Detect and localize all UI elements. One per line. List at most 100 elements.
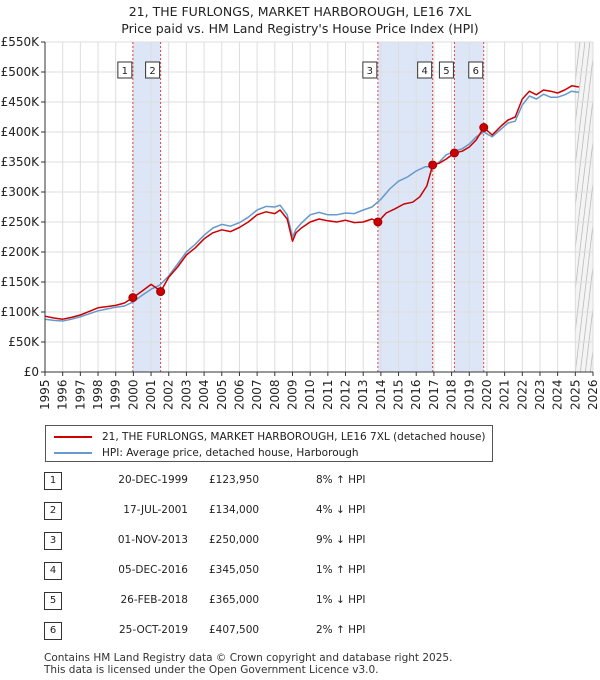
hatch-line: [584, 304, 593, 372]
sale-price: £365,000: [209, 594, 260, 606]
x-tick-label: 2008: [268, 379, 282, 410]
hatch-line: [575, 42, 586, 126]
sale-hpi-diff: 1% ↑ HPI: [316, 564, 366, 576]
sale-point: [373, 217, 383, 227]
price-chart: 1 2 3 4 5 6 £0 £50K £100K £150K £200K £250K £300K £3…: [1, 35, 600, 410]
sale-point: [156, 287, 166, 297]
x-tick-label: 2014: [374, 379, 388, 410]
x-tick-label: 2025: [568, 379, 582, 410]
y-tick-label: £300K: [1, 185, 41, 199]
sale-price: £123,950: [209, 474, 260, 486]
sale-number: 5: [44, 592, 62, 610]
sale-marker-box: [117, 61, 133, 79]
sale-row: 6 25-OCT-2019 £407,500 2% ↑ HPI: [44, 622, 564, 642]
grid-lines: [44, 41, 594, 373]
series-lines: [44, 85, 580, 322]
hatch-line: [575, 42, 591, 168]
x-tick-label: 1995: [38, 379, 52, 410]
y-tick-label: £200K: [1, 245, 41, 259]
hatch-line: [575, 221, 593, 372]
x-tick-label: 2017: [427, 379, 441, 410]
sale-marker-boxes: 1 2 3 4 5 6: [117, 61, 484, 79]
shaded-range: [132, 42, 161, 372]
sale-number: 2: [44, 502, 62, 520]
x-tick-label: 2004: [197, 379, 211, 410]
sale-number: 1: [44, 472, 62, 490]
sale-marker-label: 6: [473, 66, 479, 77]
sale-marker-label: 1: [122, 66, 128, 77]
sale-marker-box: [145, 61, 161, 79]
sale-marker-box: [438, 61, 454, 79]
sale-row: 3 01-NOV-2013 £250,000 9% ↓ HPI: [44, 532, 564, 552]
sale-marker-box: [417, 61, 433, 79]
x-tick-label: 2003: [179, 379, 193, 410]
legend-swatch-property: [54, 436, 92, 438]
series-line-hpi: [44, 90, 580, 322]
x-tick-label: 1996: [56, 379, 70, 410]
x-tick-label: 2021: [498, 379, 512, 410]
sale-point: [479, 123, 489, 132]
hatch-line: [579, 262, 593, 372]
sale-marker-label: 2: [149, 66, 155, 77]
sale-hpi-diff: 2% ↑ HPI: [316, 624, 366, 636]
x-tick-label: 1998: [91, 379, 105, 410]
x-tick-label: 2015: [392, 379, 406, 410]
sale-row: 5 26-FEB-2018 £365,000 1% ↓ HPI: [44, 592, 564, 612]
sale-marker-label: 3: [367, 66, 373, 77]
x-tick-labels: 1995 1996 1997 1998 1999 2000 2001 2002 2003 2004…: [38, 372, 600, 410]
x-tick-label: 2023: [533, 379, 547, 410]
sale-point: [128, 293, 138, 303]
sale-marker-label: 4: [421, 66, 427, 77]
x-tick-label: 2002: [162, 379, 176, 410]
hatch-line: [575, 96, 593, 251]
y-tick-label: £500K: [1, 65, 41, 79]
sale-date: 17-JUL-2001: [123, 504, 188, 516]
sale-date: 26-FEB-2018: [120, 594, 188, 606]
sale-marker-box: [362, 61, 378, 79]
x-tick-label: 2001: [144, 379, 158, 410]
legend-label-hpi: HPI: Average price, detached house, Harb…: [102, 447, 359, 459]
y-tick-label: £400K: [1, 125, 41, 139]
sale-row: 4 05-DEC-2016 £345,050 1% ↑ HPI: [44, 562, 564, 582]
y-tick-label: £100K: [1, 305, 41, 319]
x-tick-label: 2007: [250, 379, 264, 410]
legend-swatch-hpi: [54, 452, 92, 454]
axis-frame: [44, 42, 593, 373]
sale-number: 6: [44, 622, 62, 640]
y-tick-label: £450K: [1, 95, 41, 109]
sale-hpi-diff: 1% ↓ HPI: [316, 594, 366, 606]
x-tick-label: 1997: [73, 379, 87, 410]
x-tick-label: 2000: [126, 379, 140, 410]
sale-number: 3: [44, 532, 62, 550]
x-tick-label: 2026: [586, 379, 600, 410]
sale-vertical-lines: [132, 42, 485, 372]
title-line-2: Price paid vs. HM Land Registry's House …: [121, 21, 479, 36]
y-tick-label: £150K: [1, 275, 41, 289]
sale-row: 1 20-DEC-1999 £123,950 8% ↑ HPI: [44, 472, 564, 492]
x-tick-label: 2018: [445, 379, 459, 410]
title-line-1: 21, THE FURLONGS, MARKET HARBOROUGH, LE1…: [128, 4, 472, 19]
x-tick-label: 2006: [232, 379, 246, 410]
sale-date: 20-DEC-1999: [118, 474, 188, 486]
sale-price: £407,500: [209, 624, 260, 636]
y-tick-labels: £0 £50K £100K £150K £200K £250K £300K £350K £400…: [1, 35, 45, 379]
x-tick-label: 2012: [339, 379, 353, 410]
x-tick-label: 2022: [515, 379, 529, 410]
x-tick-label: 2020: [480, 379, 494, 410]
x-tick-label: 2005: [215, 379, 229, 410]
footer-line-1: Contains HM Land Registry data © Crown c…: [44, 652, 453, 664]
x-tick-label: 1999: [109, 379, 123, 410]
chart-title: 21, THE FURLONGS, MARKET HARBOROUGH, LE1…: [0, 3, 600, 37]
sale-points: [128, 123, 489, 303]
y-tick-label: £50K: [8, 335, 40, 349]
hatch-line: [575, 137, 593, 293]
sale-date: 05-DEC-2016: [118, 564, 188, 576]
sale-number: 4: [44, 562, 62, 580]
sale-marker-label: 5: [443, 66, 449, 77]
shaded-range: [377, 42, 433, 372]
legend: 21, THE FURLONGS, MARKET HARBOROUGH, LE1…: [45, 425, 493, 462]
sale-row: 2 17-JUL-2001 £134,000 4% ↓ HPI: [44, 502, 564, 522]
footer-attribution: Contains HM Land Registry data © Crown c…: [44, 652, 452, 676]
legend-label-property: 21, THE FURLONGS, MARKET HARBOROUGH, LE1…: [102, 431, 486, 443]
series-line-property: [44, 85, 580, 320]
